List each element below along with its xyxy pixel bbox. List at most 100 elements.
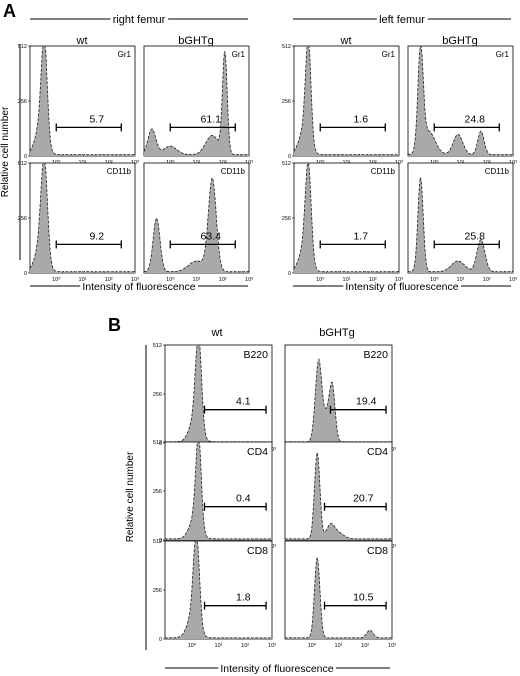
x-tick-label: 10⁰	[316, 159, 325, 166]
x-tick-label: 10¹	[79, 277, 87, 283]
x-tick-label: 10¹	[335, 643, 343, 649]
histogram-outline	[29, 45, 136, 156]
gate-value: 19.4	[356, 396, 377, 408]
x-tick-label: 10³	[131, 277, 139, 283]
x-tick-label: 10²	[219, 277, 227, 283]
xlabel-a-rf: Intensity of fluorescence	[82, 281, 195, 293]
histogram-B-tg-cd8: CD8 10.5 10⁰ 10¹ 10² 10³	[284, 540, 396, 649]
col-b-tg: bGHTg	[319, 327, 354, 339]
y-tick-label: 256	[18, 99, 27, 105]
gate-value: 20.7	[353, 493, 374, 505]
gate-value: 0.4	[236, 493, 251, 505]
ylabel-a: Relative cell number	[0, 106, 11, 197]
x-tick-label: 10³	[395, 277, 403, 283]
marker-label: Gr1	[496, 50, 510, 59]
histogram-plots: Gr1 5.7 10⁰ 10¹ 10² 10³ 512 256 0 Gr1 61.1 10⁰ 10¹ 10…	[18, 44, 517, 649]
x-tick-label: 10⁰	[430, 276, 439, 283]
y-tick-label: 256	[282, 216, 291, 222]
histogram-A-lf-wt-cd11b: CD11b 1.7 10⁰ 10¹ 10² 10³ 512 256 0	[282, 161, 403, 283]
gate-value: 63.4	[201, 230, 222, 242]
histogram-fill	[30, 163, 135, 273]
histogram-outline	[293, 45, 400, 156]
y-tick-label: 256	[282, 99, 291, 105]
y-tick-label: 256	[153, 588, 162, 594]
x-tick-label: 10²	[369, 277, 377, 283]
gate-value: 1.7	[353, 230, 368, 242]
histogram-outline	[164, 441, 273, 540]
y-tick-label: 0	[288, 154, 291, 160]
x-tick-label: 10³	[388, 643, 396, 649]
histogram-A-rf-tg-cd11b: CD11b 63.4 10⁰ 10¹ 10² 10³	[143, 162, 253, 283]
y-tick-label: 0	[24, 154, 27, 160]
xlabel-a-lf: Intensity of fluorescence	[345, 281, 458, 293]
histogram-fill	[294, 46, 399, 156]
gate-value: 9.2	[89, 230, 104, 242]
plot-frame	[284, 344, 393, 444]
gate-value: 1.8	[236, 592, 251, 604]
x-tick-label: 10¹	[343, 277, 351, 283]
x-tick-label: 10³	[245, 277, 253, 283]
col-a-rf-tg: bGHTg	[178, 35, 213, 47]
gate-value: 61.1	[201, 113, 222, 125]
y-tick-label: 512	[282, 44, 291, 50]
col-b-wt: wt	[211, 327, 223, 339]
marker-label: Gr1	[232, 50, 246, 59]
histogram-outline	[407, 177, 514, 273]
plot-frame	[164, 344, 273, 444]
histogram-fill	[408, 177, 513, 273]
gate-value: 25.8	[465, 230, 486, 242]
histogram-fill	[165, 541, 272, 639]
histogram-B-wt-cd8: CD8 1.8 10⁰ 10¹ 10² 10³ 512 256 0	[153, 539, 276, 649]
y-tick-label: 256	[153, 392, 162, 398]
histogram-outline	[407, 45, 514, 156]
y-tick-label: 512	[153, 539, 162, 545]
x-tick-label: 10²	[105, 277, 113, 283]
panel-b-label: B	[108, 315, 121, 335]
x-tick-label: 10²	[241, 643, 249, 649]
y-tick-label: 512	[18, 161, 27, 167]
y-tick-label: 512	[282, 161, 291, 167]
y-tick-label: 256	[153, 489, 162, 495]
histogram-outline	[284, 557, 393, 639]
x-tick-label: 10³	[509, 277, 517, 283]
plot-frame	[284, 540, 393, 640]
histogram-fill	[144, 51, 249, 156]
gate-value: 10.5	[353, 592, 374, 604]
histogram-A-rf-wt-cd11b: CD11b 9.2 10⁰ 10¹ 10² 10³ 512 256 0	[18, 161, 139, 283]
x-tick-label: 10⁰	[430, 159, 439, 166]
marker-label: B220	[243, 349, 268, 361]
marker-label: CD8	[367, 545, 388, 557]
histogram-outline	[29, 162, 136, 273]
marker-label: B220	[363, 349, 388, 361]
right-femur-title: right femur	[113, 14, 166, 26]
histogram-outline	[143, 176, 250, 273]
x-tick-label: 10³	[268, 643, 276, 649]
x-tick-label: 10⁰	[52, 159, 61, 166]
y-tick-label: 0	[159, 538, 162, 544]
marker-label: Gr1	[118, 50, 132, 59]
xlabel-b: Intensity of fluorescence	[220, 663, 333, 675]
col-a-lf-wt: wt	[340, 35, 352, 47]
marker-label: CD11b	[485, 167, 510, 176]
y-tick-label: 512	[153, 343, 162, 349]
marker-label: CD11b	[221, 167, 246, 176]
marker-label: Gr1	[382, 50, 396, 59]
ylabel-b: Relative cell number	[125, 451, 136, 542]
gate-value: 4.1	[236, 396, 251, 408]
gate-value: 1.6	[353, 113, 368, 125]
plot-frame	[164, 441, 273, 541]
x-tick-label: 10¹	[215, 643, 223, 649]
histogram-fill	[294, 163, 399, 273]
x-tick-label: 10⁰	[188, 642, 197, 649]
y-tick-label: 0	[24, 271, 27, 277]
y-tick-label: 512	[153, 440, 162, 446]
x-tick-label: 10⁰	[166, 159, 175, 166]
marker-label: CD4	[367, 446, 388, 458]
x-tick-label: 10¹	[457, 277, 465, 283]
